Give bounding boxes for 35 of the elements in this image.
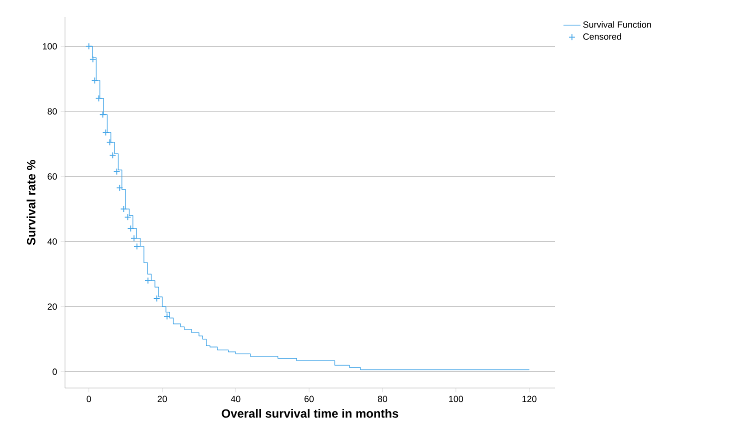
point xyxy=(102,129,110,136)
y-tick-label: 100 xyxy=(42,43,57,50)
point xyxy=(134,242,140,250)
y-axis-title: Survival rate % xyxy=(26,160,36,246)
point xyxy=(91,77,98,84)
point xyxy=(106,138,114,146)
x-tick-label: 120 xyxy=(522,396,536,402)
y-tick-label: 0 xyxy=(52,368,57,375)
x-tick-label: 80 xyxy=(378,396,388,402)
point xyxy=(130,234,138,242)
x-tick-label: 100 xyxy=(449,396,464,402)
x-tick-label: 40 xyxy=(230,396,240,402)
point xyxy=(127,225,134,232)
point xyxy=(124,214,132,221)
point xyxy=(89,56,96,63)
point xyxy=(153,295,160,302)
y-tick-label: 40 xyxy=(47,238,57,245)
point xyxy=(144,277,152,284)
x-tick-label: 20 xyxy=(158,396,167,402)
x-axis-title: Overall survival time in months xyxy=(222,408,398,418)
legend-label: Survival Function xyxy=(583,21,651,28)
legend-label: Censored xyxy=(583,33,622,40)
point xyxy=(164,312,170,320)
point xyxy=(99,111,106,118)
point xyxy=(95,94,102,102)
point xyxy=(116,184,124,192)
y-tick-label: 60 xyxy=(48,173,57,180)
point xyxy=(85,42,92,50)
point xyxy=(113,168,120,176)
y-tick-label: 20 xyxy=(48,303,57,310)
point xyxy=(109,152,116,159)
x-tick-label: 60 xyxy=(304,396,314,402)
x-tick-label: 0 xyxy=(86,396,92,402)
point xyxy=(120,206,128,212)
y-tick-label: 80 xyxy=(48,108,57,115)
